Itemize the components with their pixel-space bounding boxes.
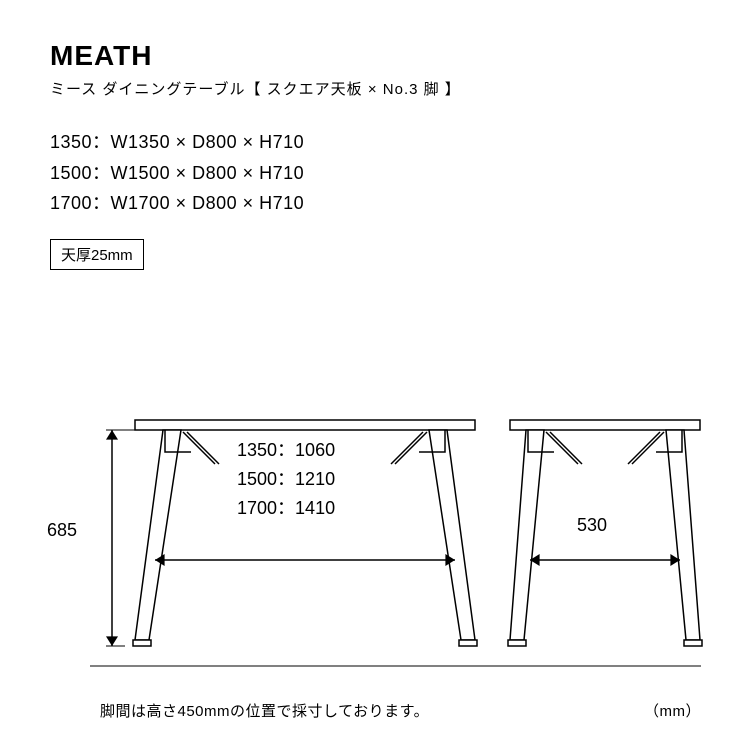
size-line: 1700：W1700 × D800 × H710 xyxy=(50,188,701,219)
size-specs: 1350：W1350 × D800 × H710 1500：W1500 × D8… xyxy=(50,127,701,219)
front-span-line: 1700：1410 xyxy=(237,494,335,523)
front-span-line: 1500：1210 xyxy=(237,465,335,494)
side-span-label: 530 xyxy=(575,515,609,536)
thickness-badge: 天厚25mm xyxy=(50,239,144,270)
footnote-row: 脚間は高さ450mmの位置で採寸しております。 （mm） xyxy=(0,700,751,721)
size-line: 1500：W1500 × D800 × H710 xyxy=(50,158,701,189)
height-dim-label: 685 xyxy=(45,520,79,541)
size-line: 1350：W1350 × D800 × H710 xyxy=(50,127,701,158)
front-span-label: 1350：1060 1500：1210 1700：1410 xyxy=(235,436,337,522)
drawing-svg xyxy=(50,390,701,690)
dimension-drawing: 685 1350：1060 1500：1210 1700：1410 530 xyxy=(50,390,701,690)
product-title: MEATH xyxy=(50,40,701,72)
footnote-text: 脚間は高さ450mmの位置で採寸しております。 xyxy=(100,700,429,721)
unit-label: （mm） xyxy=(644,700,701,721)
front-span-line: 1350：1060 xyxy=(237,436,335,465)
product-subtitle: ミース ダイニングテーブル【 スクエア天板 × No.3 脚 】 xyxy=(50,78,701,99)
